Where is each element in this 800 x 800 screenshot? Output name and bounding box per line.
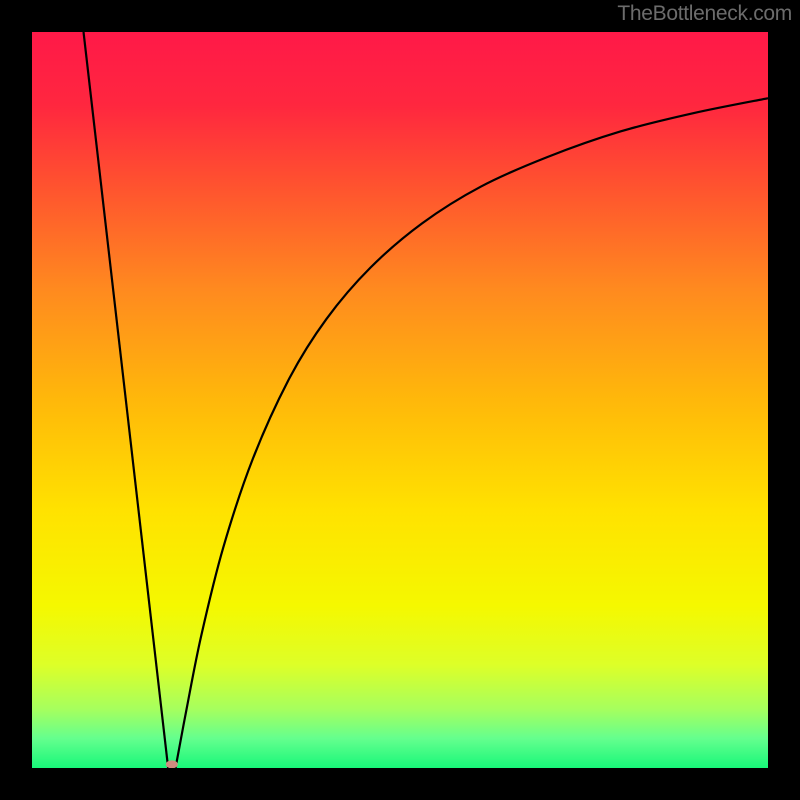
plot-background <box>32 32 768 768</box>
minimum-marker <box>166 760 178 768</box>
plot-svg <box>32 32 768 768</box>
watermark-text: TheBottleneck.com <box>617 2 792 26</box>
chart-container: TheBottleneck.com <box>0 0 800 800</box>
